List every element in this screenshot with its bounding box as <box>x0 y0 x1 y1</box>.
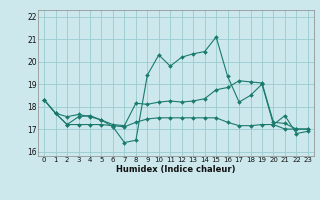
X-axis label: Humidex (Indice chaleur): Humidex (Indice chaleur) <box>116 165 236 174</box>
